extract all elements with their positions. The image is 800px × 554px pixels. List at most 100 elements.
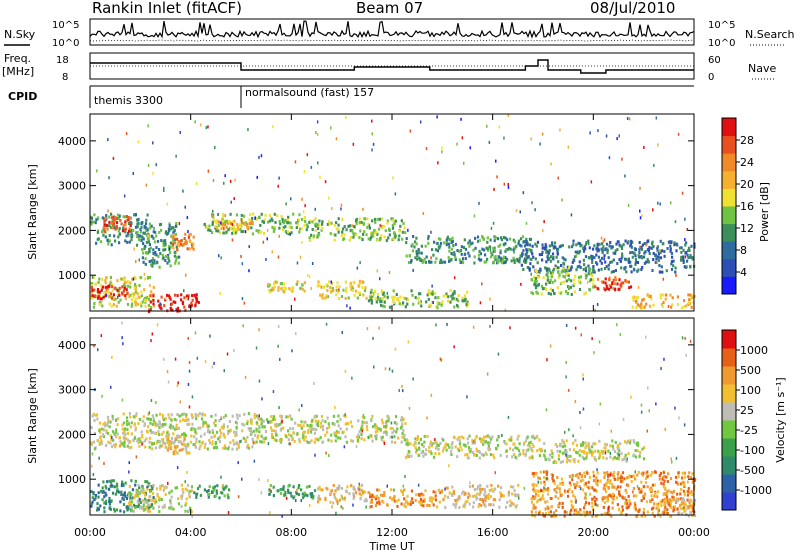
power-speckle-108 (135, 260, 137, 264)
velocity-cell-10-95 (400, 502, 403, 506)
power-cell-14-76 (457, 299, 460, 303)
power-cell-9-10 (131, 292, 134, 296)
power-cell-8-344 (647, 260, 650, 264)
power-cell-7-77 (493, 239, 496, 243)
velocity-cell-1-258 (317, 438, 320, 442)
velocity-cell-0-408 (194, 430, 197, 434)
velocity-cell-12-344 (679, 482, 682, 486)
velocity-speckle-35 (296, 488, 298, 492)
power-cell-16-16 (614, 288, 617, 292)
power-cell-4-59 (235, 213, 238, 217)
power-cell-7-24 (473, 255, 476, 259)
velocity-cell-0-378 (253, 413, 256, 417)
power-cell-1-9 (103, 223, 106, 227)
velocity-cell-5-94 (121, 482, 124, 486)
velocity-cell-2-207 (425, 448, 428, 452)
velocity-cell-3-107 (604, 446, 607, 450)
power-cell-8-181 (663, 254, 666, 258)
power-cell-8-310 (651, 245, 654, 249)
power-cell-9-77 (106, 293, 109, 297)
power-cell-7-91 (494, 258, 497, 261)
power-cell-8-192 (687, 249, 690, 252)
power-cell-11-63 (167, 294, 171, 298)
power-cell-9-96 (144, 277, 147, 281)
velocity-cell-0-314 (234, 420, 238, 424)
velocity-speckle-254 (537, 480, 539, 484)
velocity-cell-0-340 (158, 426, 161, 430)
velocity-cell-10-94 (389, 496, 392, 500)
power-cell-0-127 (130, 238, 133, 242)
velocity-cell-5-63 (121, 480, 124, 484)
power-speckle-227 (602, 240, 605, 244)
velocity-cell-12-276 (596, 503, 599, 507)
velocity-cell-7-17 (193, 491, 196, 495)
power-cell-7-229 (489, 238, 492, 242)
power-cell-8-212 (666, 247, 669, 250)
power-cell-4-62 (250, 226, 253, 230)
power-cell-7-208 (411, 243, 414, 247)
power-cell-8-30 (595, 247, 598, 251)
velocity-cell-0-82 (110, 445, 114, 449)
velocity-cell-12-490 (658, 474, 661, 478)
velocity-cell-5-43 (146, 480, 149, 484)
power-cell-5-5 (240, 224, 243, 228)
velocity-cell-2-74 (526, 435, 529, 439)
velocity-cell-6-106 (151, 491, 155, 495)
velocity-cell-10-15 (397, 498, 400, 502)
velocity-cell-12-188 (670, 490, 673, 494)
velocity-cell-3-113 (547, 457, 550, 461)
power-cell-13-12 (345, 286, 348, 290)
power-cell-17-49 (687, 293, 690, 297)
power-cell-8-272 (604, 260, 607, 264)
velocity-cell-1-80 (380, 418, 384, 422)
power-cell-10-5 (112, 293, 115, 297)
power-speckle-154 (278, 176, 280, 180)
power-cell-6-158 (378, 217, 381, 221)
power-cell-8-226 (596, 242, 599, 246)
power-cell-11-8 (176, 294, 179, 298)
velocity-cell-0-298 (219, 428, 222, 432)
power-cell-8-332 (578, 251, 581, 255)
power-speckle-97 (627, 203, 630, 207)
power-cell-8-317 (680, 250, 683, 254)
velocity-cell-0-257 (227, 447, 230, 451)
velocity-cell-2-60 (496, 438, 499, 442)
power-cell-8-268 (539, 267, 542, 271)
velocity-cell-0-243 (126, 438, 130, 442)
power-cell-2-58 (148, 222, 151, 226)
velocity-cell-12-436 (618, 490, 621, 494)
velocity-cell-1-181 (272, 418, 275, 421)
velocity-cell-12-255 (662, 485, 665, 489)
velocity-cell-12-444 (543, 483, 546, 486)
power-cell-4-123 (303, 215, 306, 219)
velocity-cell-0-130 (138, 437, 141, 440)
power-cell-8-241 (606, 248, 609, 252)
power-cell-8-240 (566, 265, 569, 269)
velocity-cell-12-505 (561, 505, 564, 509)
velocity-cell-7-28 (206, 490, 209, 493)
velocity-cell-12-238 (557, 496, 560, 500)
power-cell-8-28 (621, 252, 624, 256)
power-speckle-18 (248, 245, 250, 249)
power-cell-8-185 (600, 256, 604, 260)
velocity-cell-5-49 (90, 504, 93, 508)
power-cell-7-193 (489, 245, 492, 249)
power-cell-0-37 (136, 225, 139, 229)
power-cell-7-100 (409, 260, 413, 264)
velocity-cell-1-157 (275, 433, 278, 437)
velocity-scatter-marks (90, 321, 697, 518)
velocity-cell-2-200 (522, 449, 525, 452)
velocity-cell-0-254 (107, 418, 110, 422)
velocity-speckle-149 (101, 394, 103, 398)
velocity-cell-7-27 (196, 492, 199, 496)
velocity-cell-1-262 (370, 419, 373, 423)
power-cell-9-59 (100, 284, 103, 288)
velocity-cell-1-56 (400, 440, 403, 444)
power-cell-7-183 (512, 238, 515, 242)
velocity-cell-1-43 (371, 414, 374, 418)
velocity-cell-0-40 (211, 430, 214, 434)
velocity-cell-5-84 (108, 502, 112, 506)
power-cell-2-116 (162, 240, 165, 244)
velocity-cell-0-306 (122, 431, 125, 435)
power-cell-6-117 (368, 226, 371, 230)
